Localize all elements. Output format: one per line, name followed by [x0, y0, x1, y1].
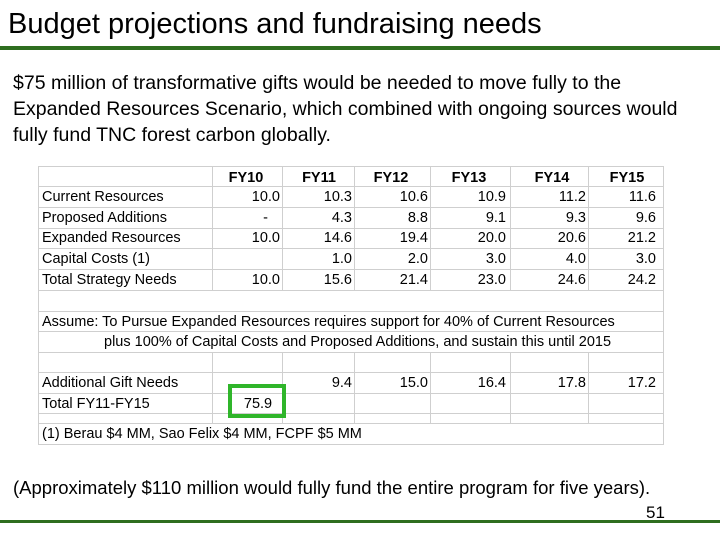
row-label-total-strategy-needs: Total Strategy Needs	[42, 272, 177, 288]
grid-line	[38, 372, 664, 373]
table-cell: 17.2	[627, 375, 656, 391]
row-label-additional-gift-needs: Additional Gift Needs	[42, 375, 179, 391]
grid-line	[38, 290, 664, 291]
grid-line	[38, 352, 664, 353]
title-divider	[0, 46, 720, 50]
table-cell: 19.4	[399, 230, 428, 246]
grid-line	[663, 166, 664, 444]
col-header-fy12: FY12	[373, 170, 409, 186]
grid-line	[38, 413, 664, 414]
grid-line	[38, 207, 664, 208]
grid-line	[38, 393, 664, 394]
grid-line	[282, 166, 283, 290]
col-header-fy11: FY11	[302, 170, 336, 186]
table-cell: 10.0	[251, 189, 280, 205]
table-cell: 15.0	[399, 375, 428, 391]
grid-line	[38, 331, 664, 332]
table-cell: 1.0	[331, 251, 352, 267]
table-footnote: (1) Berau $4 MM, Sao Felix $4 MM, FCPF $…	[42, 426, 362, 442]
grid-line	[38, 423, 664, 424]
grid-line	[38, 166, 664, 167]
table-cell: 10.3	[323, 189, 352, 205]
col-header-fy10: FY10	[228, 170, 264, 186]
table-cell: 10.6	[399, 189, 428, 205]
page-number: 51	[646, 503, 665, 522]
grid-line	[588, 166, 589, 290]
table-cell: 24.2	[627, 272, 656, 288]
table-cell: 14.6	[323, 230, 352, 246]
table-cell: 2.0	[407, 251, 428, 267]
col-header-fy15: FY15	[609, 170, 645, 186]
grid-line	[354, 166, 355, 290]
table-cell: 20.6	[557, 230, 586, 246]
row-label-current-resources: Current Resources	[42, 189, 164, 205]
table-cell: 16.4	[477, 375, 506, 391]
table-cell: 3.0	[485, 251, 506, 267]
table-cell: 9.1	[485, 210, 506, 226]
total-highlight-box	[228, 384, 286, 418]
slide-title: Budget projections and fundraising needs	[8, 8, 542, 40]
table-cell: 20.0	[477, 230, 506, 246]
grid-line	[354, 352, 355, 423]
col-header-fy13: FY13	[451, 170, 487, 186]
col-header-fy14: FY14	[534, 170, 570, 186]
grid-line	[38, 228, 664, 229]
table-cell: 11.2	[558, 189, 586, 205]
grid-line	[212, 352, 213, 423]
row-label-total-fy11-fy15: Total FY11-FY15	[42, 396, 150, 412]
table-cell: 10.9	[477, 189, 506, 205]
budget-table: FY10 FY11 FY12 FY13 FY14 FY15 Current Re…	[38, 166, 664, 445]
grid-line	[38, 444, 664, 445]
table-cell: -	[263, 210, 268, 226]
table-cell: 23.0	[477, 272, 506, 288]
grid-line	[510, 352, 511, 423]
grid-line	[38, 248, 664, 249]
grid-line	[212, 166, 213, 290]
grid-line	[38, 186, 664, 187]
table-cell: 4.0	[565, 251, 586, 267]
grid-line	[38, 166, 39, 444]
footer-note: (Approximately $110 million would fully …	[13, 477, 651, 498]
row-label-capital-costs: Capital Costs (1)	[42, 251, 150, 267]
bottom-divider	[0, 520, 720, 523]
table-cell: 9.4	[331, 375, 352, 391]
table-cell: 17.8	[557, 375, 586, 391]
table-grid	[38, 166, 664, 445]
table-cell: 21.4	[399, 272, 428, 288]
assumption-line-2: plus 100% of Capital Costs and Proposed …	[104, 334, 612, 350]
table-cell: 4.3	[331, 210, 352, 226]
row-label-expanded-resources: Expanded Resources	[42, 230, 181, 246]
assumption-line-1: Assume: To Pursue Expanded Resources req…	[42, 314, 615, 330]
grid-line	[588, 352, 589, 423]
grid-line	[38, 311, 664, 312]
table-cell: 11.6	[628, 189, 656, 205]
table-cell: 9.3	[565, 210, 586, 226]
table-cell	[216, 249, 280, 269]
table-cell: 3.0	[635, 251, 656, 267]
table-cell: 15.6	[323, 272, 352, 288]
table-cell: 10.0	[251, 272, 280, 288]
row-label-proposed-additions: Proposed Additions	[42, 210, 167, 226]
grid-line	[510, 166, 511, 290]
table-cell: 10.0	[251, 230, 280, 246]
total-gift-value: 75.9	[243, 396, 273, 412]
table-cell: 21.2	[627, 230, 656, 246]
table-cell: 9.6	[635, 210, 656, 226]
grid-line	[430, 352, 431, 423]
table-cell: 24.6	[557, 272, 586, 288]
grid-line	[430, 166, 431, 290]
intro-text: $75 million of transformative gifts woul…	[13, 72, 678, 146]
grid-line	[38, 269, 664, 270]
table-cell: 8.8	[407, 210, 428, 226]
